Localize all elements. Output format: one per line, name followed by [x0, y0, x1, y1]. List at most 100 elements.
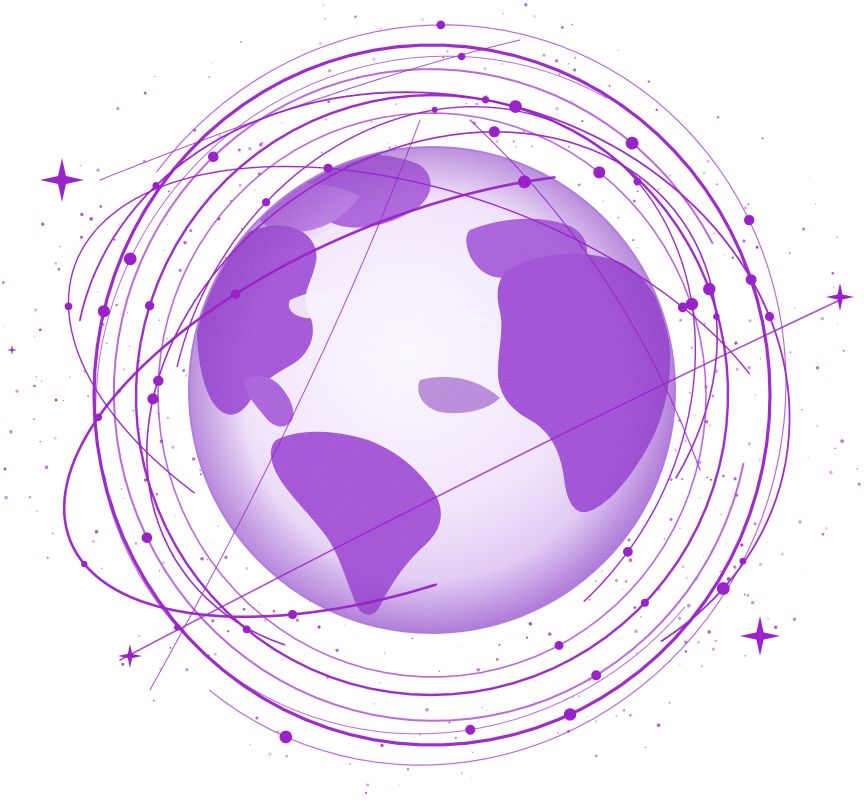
dust-particle — [144, 190, 146, 192]
dust-particle — [472, 751, 474, 754]
dust-particle — [542, 53, 546, 57]
dust-particle — [840, 439, 844, 443]
orbit-node — [457, 52, 466, 61]
dust-particle — [683, 439, 688, 443]
dust-particle — [708, 424, 712, 427]
dust-particle — [679, 527, 681, 530]
dust-particle — [586, 716, 588, 717]
dust-particle — [533, 14, 536, 18]
dust-particle — [726, 577, 731, 581]
dust-particle — [94, 529, 99, 534]
dust-particle — [834, 447, 837, 450]
dust-particle — [836, 236, 839, 239]
dust-particle — [533, 701, 535, 704]
dust-particle — [200, 557, 204, 561]
dust-particle — [129, 345, 131, 347]
dust-particle — [774, 318, 776, 320]
dust-particle — [856, 468, 859, 470]
dust-particle — [385, 787, 387, 789]
dust-particle — [324, 118, 328, 121]
dust-particle — [628, 558, 633, 562]
dust-particle — [217, 525, 220, 528]
dust-particle — [54, 262, 57, 265]
dust-particle — [229, 661, 232, 663]
dust-particle — [528, 622, 533, 626]
dust-particle — [716, 183, 718, 186]
dust-particle — [79, 164, 81, 166]
dust-particle — [807, 457, 809, 459]
dust-particle — [719, 570, 722, 573]
dust-particle — [387, 143, 389, 144]
orbit-node — [123, 252, 137, 266]
dust-particle — [454, 736, 458, 740]
dust-particle — [62, 399, 65, 402]
dust-particle — [481, 706, 483, 708]
dust-particle — [767, 618, 769, 620]
dust-particle — [380, 743, 384, 748]
orbit-node — [703, 282, 716, 296]
orbit-node — [563, 708, 577, 721]
dust-particle — [4, 496, 8, 500]
dust-particle — [33, 418, 36, 421]
dust-particle — [678, 419, 680, 422]
orbit-line — [157, 112, 707, 678]
dust-particle — [248, 146, 252, 151]
dust-particle — [116, 107, 120, 111]
dust-particle — [743, 593, 746, 596]
dust-particle — [548, 632, 552, 636]
dust-particle — [524, 3, 528, 7]
dust-particle — [681, 478, 684, 481]
dust-particle — [734, 341, 738, 345]
dust-particle — [632, 239, 635, 242]
orbit-streak — [119, 299, 841, 661]
sparkle-star-icon — [7, 345, 17, 355]
dust-particle — [96, 291, 99, 293]
dust-particle — [460, 772, 464, 775]
dust-particle — [327, 100, 331, 104]
dust-particle — [113, 238, 116, 241]
dust-particle — [781, 552, 784, 556]
dust-particle — [801, 409, 803, 411]
dust-particle — [162, 561, 165, 564]
dust-particle — [709, 478, 712, 481]
dust-particle — [701, 203, 703, 205]
dust-particle — [154, 75, 156, 78]
dust-particle — [224, 555, 228, 559]
dust-particle — [685, 577, 688, 579]
dust-particle — [669, 517, 673, 522]
dust-particle — [365, 791, 368, 794]
dust-particle — [857, 482, 861, 486]
dust-particle — [774, 625, 778, 629]
orbit-line — [156, 24, 787, 766]
dust-particle — [69, 376, 71, 378]
dust-particle — [114, 501, 116, 503]
dust-particle — [448, 721, 451, 724]
dust-particle — [602, 200, 604, 202]
dust-particle — [375, 668, 377, 670]
dust-particle — [239, 41, 242, 43]
dust-particle — [380, 27, 382, 30]
sparkle-star-icon — [826, 283, 854, 311]
orbit-node — [509, 100, 522, 113]
orbit-node — [242, 625, 251, 634]
dust-particle — [124, 497, 126, 499]
dust-particle — [684, 650, 688, 653]
orbit-line — [92, 43, 772, 747]
orbit-node — [64, 302, 73, 311]
dust-particle — [655, 108, 658, 112]
dust-particle — [268, 752, 272, 756]
dust-particle — [557, 72, 561, 76]
dust-particle — [735, 367, 739, 371]
dust-particle — [488, 42, 491, 44]
globe — [188, 146, 676, 634]
dust-particle — [788, 252, 791, 255]
dust-particle — [663, 538, 666, 540]
dust-particle — [815, 203, 817, 205]
dust-particle — [554, 59, 559, 63]
dust-particle — [706, 160, 710, 163]
dust-particle — [122, 368, 126, 371]
dust-particle — [621, 588, 624, 591]
dust-particle — [106, 441, 108, 443]
dust-particle — [802, 227, 806, 231]
orbit-node — [94, 413, 103, 422]
